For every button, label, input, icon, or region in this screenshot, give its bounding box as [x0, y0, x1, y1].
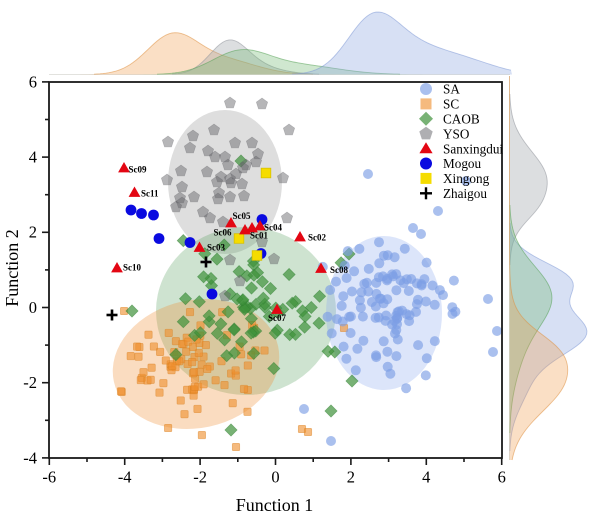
svg-text:Sc06: Sc06 — [214, 228, 233, 238]
svg-text:Sc09: Sc09 — [129, 164, 148, 174]
svg-text:6: 6 — [29, 72, 37, 91]
svg-text:-4: -4 — [118, 468, 132, 487]
svg-text:Sc10: Sc10 — [123, 263, 142, 273]
svg-text:4: 4 — [422, 468, 430, 487]
svg-text:Sc01: Sc01 — [250, 231, 269, 241]
svg-text:Sc05: Sc05 — [233, 211, 252, 221]
svg-text:Sc08: Sc08 — [330, 265, 349, 275]
svg-text:2: 2 — [29, 223, 37, 242]
svg-text:Zhaigou: Zhaigou — [443, 186, 487, 201]
svg-text:6: 6 — [498, 468, 506, 487]
svg-text:Function 1: Function 1 — [236, 495, 314, 515]
svg-text:Sc04: Sc04 — [264, 223, 283, 233]
svg-text:0: 0 — [271, 468, 279, 487]
svg-text:2: 2 — [347, 468, 355, 487]
svg-text:CAOB: CAOB — [443, 112, 480, 127]
svg-text:Mogou: Mogou — [443, 156, 482, 171]
svg-text:SA: SA — [443, 82, 460, 97]
svg-text:Sc03: Sc03 — [207, 243, 226, 253]
svg-text:-2: -2 — [193, 468, 207, 487]
svg-text:Sc07: Sc07 — [268, 313, 287, 323]
svg-text:SC: SC — [443, 97, 459, 112]
svg-text:Sc11: Sc11 — [141, 189, 159, 199]
svg-text:YSO: YSO — [443, 126, 469, 141]
svg-text:0: 0 — [29, 298, 37, 317]
svg-text:-4: -4 — [23, 448, 37, 467]
svg-text:Sanxingdui: Sanxingdui — [443, 141, 503, 156]
svg-text:-2: -2 — [23, 373, 37, 392]
svg-text:Sc02: Sc02 — [308, 233, 327, 243]
svg-text:Function 2: Function 2 — [2, 229, 22, 307]
svg-text:4: 4 — [29, 148, 37, 167]
svg-text:Xingong: Xingong — [443, 171, 490, 186]
svg-text:-6: -6 — [42, 468, 56, 487]
